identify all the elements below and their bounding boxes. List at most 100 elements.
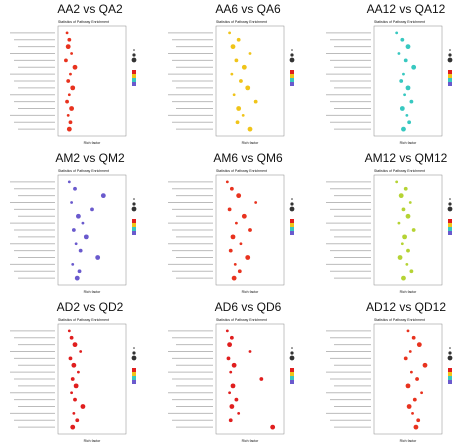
x-axis-label: Rich factor (84, 141, 102, 145)
legend-gradient (290, 368, 294, 372)
dot (75, 418, 80, 423)
dot (397, 255, 403, 260)
legend-gradient (132, 231, 136, 235)
dot (234, 397, 239, 402)
legend-gradient (448, 74, 452, 78)
dot (236, 37, 241, 42)
legend-gradient (132, 227, 136, 231)
dot (248, 350, 252, 353)
legend-gradient (448, 380, 452, 384)
dot (73, 397, 77, 402)
dot (77, 370, 80, 374)
dot (403, 186, 408, 191)
dot (95, 255, 101, 260)
panel-title: AA2 vs QA2 (57, 2, 123, 16)
dot (78, 248, 83, 253)
legend-size (132, 202, 136, 206)
dot (81, 221, 85, 225)
dot (73, 186, 77, 191)
dot (100, 193, 106, 199)
dot (230, 44, 236, 50)
plot-frame (215, 174, 285, 286)
dot (247, 126, 253, 132)
dot (66, 113, 70, 117)
plot-frame (215, 323, 285, 435)
legend-gradient (448, 70, 452, 74)
dot (405, 262, 409, 266)
dot (400, 242, 404, 246)
dot (398, 193, 404, 199)
dot (67, 329, 71, 333)
dot (69, 335, 74, 340)
dot (71, 262, 75, 266)
dot (64, 58, 68, 63)
panel-title: AA6 vs QA6 (215, 2, 281, 16)
plot-frame (57, 323, 127, 435)
panel-title: AM12 vs QM12 (365, 151, 448, 165)
dot (74, 275, 80, 281)
x-axis-label: Rich factor (242, 141, 260, 145)
plot-frame (373, 323, 443, 435)
dot (227, 342, 233, 348)
dot (71, 228, 76, 232)
legend-size (447, 57, 453, 63)
dot (235, 120, 240, 125)
legend-gradient (290, 227, 294, 231)
dot (411, 411, 414, 415)
dot (228, 418, 233, 423)
legend-size (132, 53, 136, 57)
panel-subtitle: Statistics of Pathway Enrichment (216, 169, 267, 173)
dot (401, 207, 406, 212)
dot (412, 397, 417, 402)
legend-size (132, 351, 136, 355)
dot (70, 52, 73, 55)
legend-size (133, 198, 135, 200)
dot (65, 44, 71, 50)
legend-size (447, 355, 453, 361)
dot (395, 31, 399, 35)
dot (234, 58, 239, 63)
dot (65, 99, 69, 104)
legend-gradient (290, 74, 294, 78)
legend-gradient (290, 376, 294, 380)
plot-frame (215, 25, 285, 137)
dot (236, 106, 242, 111)
dot (245, 255, 251, 260)
legend-size (291, 347, 293, 349)
legend-size (131, 355, 137, 361)
dot (79, 350, 83, 353)
legend-gradient (448, 231, 452, 235)
panel-title: AD6 vs QD6 (215, 300, 282, 314)
dot (399, 106, 405, 111)
dot (66, 126, 72, 132)
legend-gradient (448, 372, 452, 376)
dot (415, 377, 419, 381)
dot (73, 383, 79, 389)
x-axis-label: Rich factor (242, 290, 260, 294)
x-axis-label: Rich factor (242, 439, 260, 443)
dot (411, 64, 417, 70)
dot (228, 248, 233, 253)
legend-gradient (132, 70, 136, 74)
dot (400, 37, 405, 42)
dot (405, 383, 411, 389)
dot (405, 213, 411, 219)
dot (402, 72, 405, 76)
panel-title: AM2 vs QM2 (55, 151, 125, 165)
legend-size (290, 53, 294, 57)
dot (229, 404, 235, 409)
panel-subtitle: Statistics of Pathway Enrichment (216, 318, 267, 322)
dot (407, 120, 412, 125)
dot (406, 329, 410, 333)
dot (232, 93, 236, 97)
legend-gradient (290, 78, 294, 82)
dot (72, 64, 78, 70)
dot (270, 424, 276, 430)
legend-size (449, 198, 451, 200)
legend-size (291, 198, 293, 200)
legend-size (133, 49, 135, 51)
dot (397, 52, 401, 55)
legend-gradient (132, 223, 136, 227)
dot (68, 356, 73, 361)
